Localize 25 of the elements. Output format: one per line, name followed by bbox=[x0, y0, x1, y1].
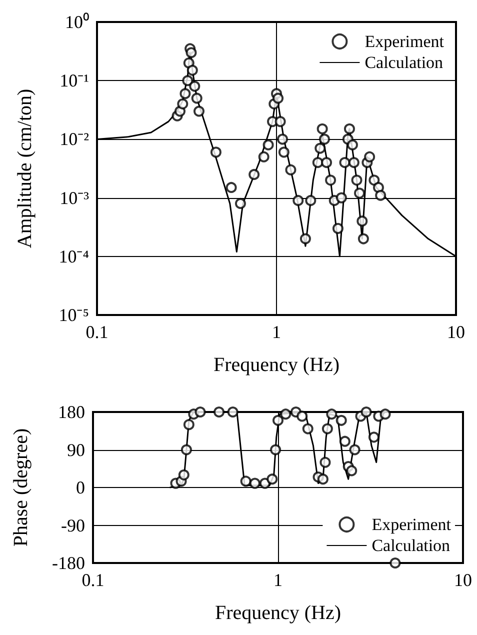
x-tick-label: 0.1 bbox=[86, 322, 108, 342]
y-axis-title: Phase (degree) bbox=[10, 428, 32, 547]
legend-label: Experiment bbox=[364, 32, 444, 51]
y-tick-label: 10⁻² bbox=[60, 129, 89, 150]
y-tick-label: 90 bbox=[67, 440, 85, 460]
y-tick-label: 10⁻¹ bbox=[60, 70, 89, 91]
y-tick-label: 10⁰ bbox=[65, 12, 89, 32]
x-axis-title: Frequency (Hz) bbox=[214, 602, 342, 624]
y-tick-label: 180 bbox=[58, 402, 85, 422]
x-tick-label: 1 bbox=[272, 322, 281, 342]
y-tick-label: 0 bbox=[76, 478, 85, 498]
legend-label: Experiment bbox=[372, 515, 452, 534]
x-tick-label: 1 bbox=[274, 570, 282, 590]
y-tick-label: -180 bbox=[52, 553, 85, 573]
y-axis-title: Amplitude (cm/ton) bbox=[14, 88, 36, 248]
y-tick-label: 10⁻⁵ bbox=[58, 305, 89, 325]
legend-label: Calculation bbox=[364, 53, 444, 72]
x-tick-label: 0.1 bbox=[82, 570, 104, 590]
x-tick-label: 10 bbox=[454, 570, 472, 590]
y-tick-label: -90 bbox=[61, 515, 85, 536]
y-tick-label: 10⁻⁴ bbox=[58, 246, 89, 266]
legend-label: Calculation bbox=[372, 536, 451, 555]
x-tick-label: 10 bbox=[447, 322, 465, 342]
x-axis-title: Frequency (Hz) bbox=[213, 354, 340, 376]
y-tick-label: 10⁻³ bbox=[60, 188, 90, 208]
